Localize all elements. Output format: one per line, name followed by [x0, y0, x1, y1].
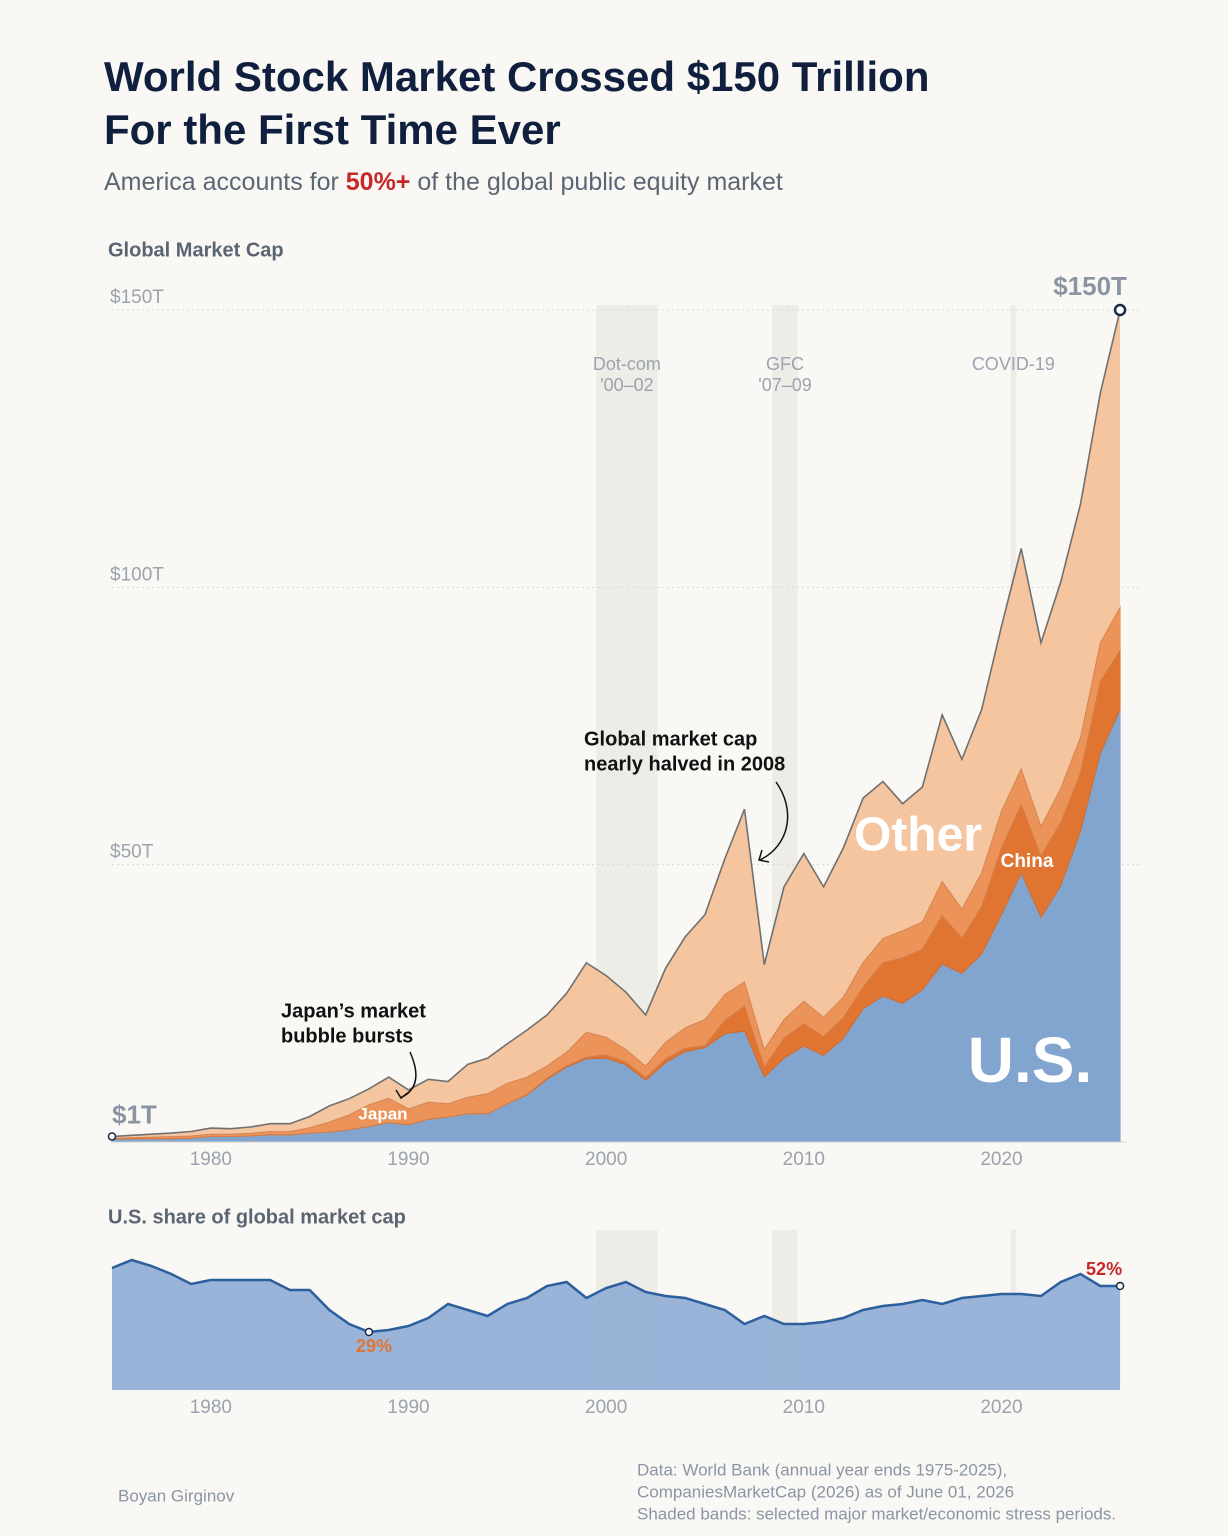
- share-plot: 1980 1990 2000 2010 2020 29% 52%: [111, 1258, 1125, 1418]
- subtitle-part: of the global public equity market: [410, 168, 782, 196]
- band-label: COVID-19: [972, 354, 1055, 374]
- highlight-label: 52%: [1086, 1259, 1122, 1279]
- x-tick-label: 2010: [783, 1149, 825, 1170]
- highlight-point: [364, 1327, 374, 1337]
- highlight-label: $150T: [1053, 271, 1127, 301]
- highlight-point: [1113, 303, 1127, 317]
- annotation: Global market cap: [584, 728, 757, 750]
- series-label: U.S.: [968, 1024, 1092, 1096]
- axis-title: U.S. share of global market cap: [108, 1206, 406, 1228]
- subtitle-part: America accounts for: [104, 168, 346, 196]
- x-tick-label: 1980: [190, 1149, 232, 1170]
- band-label: GFC: [766, 354, 804, 374]
- total-outline: [111, 309, 1121, 1138]
- y-tick-label: $150T: [110, 287, 164, 308]
- band-label: Dot-com: [593, 354, 661, 374]
- annotation-arrow: [759, 781, 789, 861]
- source: CompaniesMarketCap (2026) as of June 01,…: [637, 1482, 1014, 1501]
- layer-edge: [111, 650, 1121, 1140]
- x-tick-label: 2020: [980, 1149, 1022, 1170]
- highlight-label: $1T: [112, 1099, 157, 1129]
- annotation: nearly halved in 2008: [584, 753, 785, 775]
- annotation: Japan’s market: [281, 1000, 426, 1022]
- share-line: [111, 1258, 1121, 1334]
- annotation-arrow: [395, 1089, 410, 1100]
- highlight-point: [107, 1132, 117, 1141]
- layer-edge: [111, 607, 1121, 1139]
- highlight-label: 29%: [356, 1336, 392, 1356]
- title: For the First Time Ever: [104, 106, 561, 153]
- area-layer: [112, 310, 1121, 1139]
- y-tick-label: $50T: [110, 842, 154, 863]
- series-label: China: [1001, 851, 1054, 872]
- title: World Stock Market Crossed $150 Trillion: [104, 53, 929, 100]
- band-label: '07–09: [758, 375, 812, 395]
- x-tick-label: 2000: [585, 1149, 627, 1170]
- series-label: Other: [854, 809, 982, 862]
- y-tick-label: $100T: [110, 564, 164, 585]
- highlight-point: [1115, 1281, 1125, 1291]
- annotation-arrow: [758, 849, 770, 863]
- x-tick-label: 2010: [783, 1397, 825, 1418]
- subtitle: America accounts for 50%+ of the global …: [104, 168, 783, 196]
- series-label: Japan: [358, 1104, 407, 1123]
- share-area: [112, 1260, 1121, 1390]
- source: Shaded bands: selected major market/econ…: [637, 1504, 1116, 1523]
- source: Data: World Bank (annual year ends 1975-…: [637, 1460, 1007, 1479]
- x-tick-label: 1980: [190, 1397, 232, 1418]
- author: Boyan Girginov: [118, 1486, 235, 1505]
- x-tick-label: 1990: [387, 1149, 429, 1170]
- subtitle-highlight: 50%+: [346, 168, 411, 196]
- annotations: Japan’s market bubble bursts Global mark…: [281, 728, 789, 1100]
- band-label: '00–02: [600, 375, 654, 395]
- x-tick-label: 2000: [585, 1397, 627, 1418]
- x-tick-label: 2020: [980, 1397, 1022, 1418]
- axis-title: Global Market Cap: [108, 239, 284, 261]
- x-tick-label: 1990: [387, 1397, 429, 1418]
- annotation: bubble bursts: [281, 1025, 413, 1047]
- main-plot: $50T $100T $150T U.S. China Japan Other 1980 199…: [107, 271, 1140, 1170]
